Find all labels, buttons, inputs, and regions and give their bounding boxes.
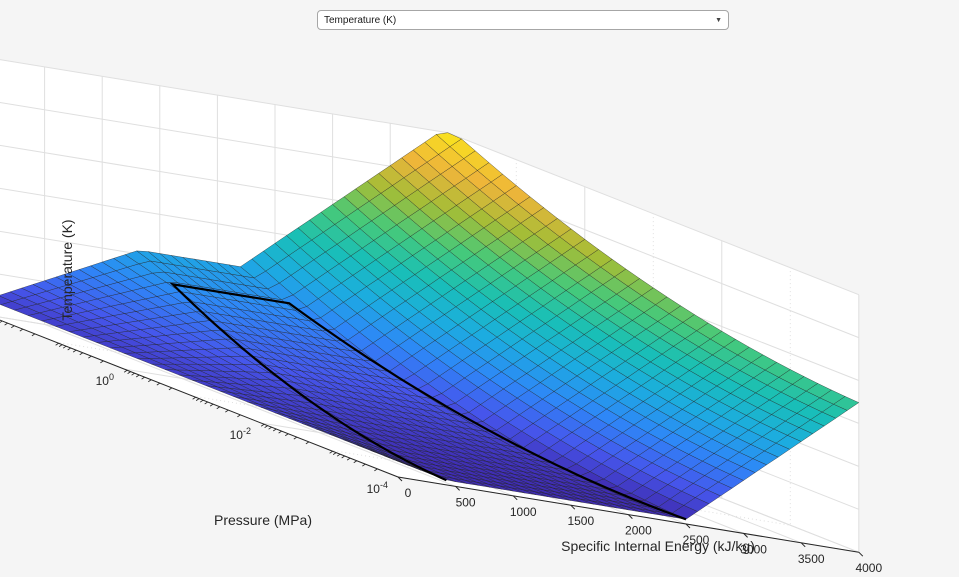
y-minor-tick: [131, 372, 135, 376]
y-minor-tick: [141, 376, 145, 380]
y-tick-label: 100: [96, 372, 114, 388]
y-minor-tick: [204, 401, 208, 405]
y-minor-tick: [278, 430, 282, 434]
y-minor-tick: [168, 387, 173, 391]
y-minor-tick: [72, 349, 77, 353]
y-minor-tick: [346, 457, 351, 461]
x-tick-label: 0: [405, 486, 412, 500]
saturation-dome-line: [169, 282, 687, 521]
x-tick-mark: [858, 551, 864, 557]
y-minor-tick: [329, 450, 333, 454]
x-tick-mark: [570, 504, 576, 510]
y-minor-tick: [293, 436, 298, 440]
y-minor-tick: [332, 452, 337, 455]
y-minor-tick: [362, 463, 366, 467]
y-minor-tick: [195, 398, 200, 401]
y-tick-label: 10-4: [367, 480, 388, 496]
y-minor-tick: [209, 403, 214, 407]
y-minor-tick: [100, 360, 104, 364]
x-tick-label: 1000: [510, 505, 537, 519]
y-minor-tick: [192, 396, 196, 400]
x-tick-mark: [397, 476, 403, 482]
x-tick-mark: [628, 514, 633, 519]
y-minor-tick: [260, 423, 265, 427]
x-tick-mark: [512, 495, 518, 501]
y-minor-tick: [79, 352, 83, 356]
x-tick-mark: [743, 533, 748, 538]
y-minor-tick: [341, 455, 345, 459]
surface-cell: [435, 132, 462, 147]
y-minor-tick: [148, 379, 152, 383]
y-minor-tick: [55, 342, 59, 346]
x-tick-mark: [800, 542, 806, 548]
y-minor-tick: [305, 441, 310, 445]
x-axis-label: Specific Internal Energy (kJ/kg): [561, 538, 755, 554]
y-minor-tick: [272, 428, 277, 432]
x-tick-mark: [685, 523, 691, 529]
y-tick-label: 10-2: [230, 426, 251, 442]
y-minor-tick: [67, 347, 71, 351]
x-tick-label: 2500: [683, 533, 710, 547]
y-minor-tick: [135, 374, 140, 378]
y-minor-tick: [62, 345, 67, 349]
x-tick-label: 3000: [740, 542, 767, 556]
y-minor-tick: [156, 382, 161, 386]
y-minor-tick: [127, 371, 131, 374]
y-minor-tick: [268, 426, 272, 430]
y-minor-tick: [237, 414, 241, 418]
y-minor-tick: [285, 433, 289, 437]
x-tick-label: 3500: [798, 552, 825, 566]
axis-ticks: 2004006008001000120014000500100015002000…: [0, 320, 882, 575]
y-minor-tick: [216, 406, 220, 410]
y-minor-tick: [58, 344, 63, 347]
x-tick-label: 4000: [855, 561, 882, 575]
x-tick-label: 500: [456, 495, 476, 509]
surface-cell: [0, 296, 13, 305]
x-tick-label: 2000: [625, 524, 652, 538]
y-axis-line: [0, 319, 399, 478]
temperature-surface: [0, 132, 860, 520]
y-minor-tick: [374, 468, 378, 472]
x-tick-mark: [455, 486, 460, 491]
y-minor-tick: [31, 333, 36, 337]
y-axis-label: Pressure (MPa): [214, 512, 312, 528]
y-minor-tick: [199, 399, 204, 403]
y-minor-tick: [336, 453, 341, 457]
y-minor-tick: [19, 328, 24, 332]
y-minor-tick: [123, 369, 128, 373]
dropdown-selected-value: Temperature (K): [324, 14, 397, 26]
saturation-curve: [169, 282, 687, 521]
y-minor-tick: [353, 460, 357, 464]
y-minor-tick: [4, 322, 8, 326]
y-minor-tick: [0, 320, 3, 323]
z-axis-label: Temperature (K): [59, 219, 75, 320]
chevron-down-icon: ▼: [715, 16, 722, 24]
x-tick-label: 1500: [567, 514, 594, 528]
y-minor-tick: [225, 409, 229, 413]
y-minor-tick: [88, 355, 92, 359]
y-minor-tick: [11, 325, 15, 329]
axis-labels: Temperature (K) Pressure (MPa) Specific …: [59, 219, 755, 554]
y-minor-tick: [264, 425, 268, 428]
variable-dropdown[interactable]: Temperature (K) ▼: [317, 10, 729, 30]
